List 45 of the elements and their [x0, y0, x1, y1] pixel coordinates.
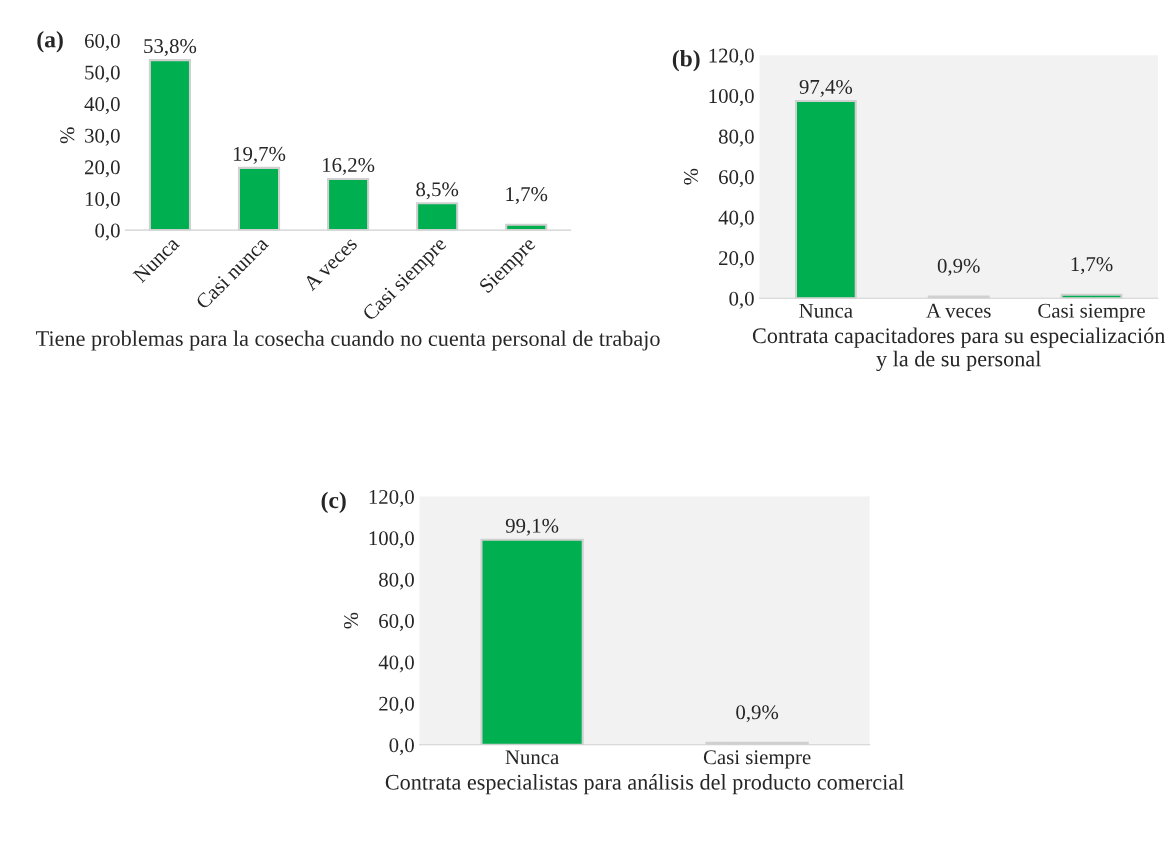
y-tick-label: 120,0: [709, 48, 754, 66]
y-axis-title: %: [683, 168, 698, 185]
y-tick-label: 30,0: [85, 128, 120, 146]
y-axis-title: %: [60, 127, 75, 144]
data-label: 0,9%: [736, 705, 779, 723]
y-tick-label: 60,0: [719, 170, 754, 188]
data-label: 53,8%: [144, 39, 197, 57]
chart-title: (c): [321, 491, 346, 514]
x-axis-title: Tiene problemas para la cosecha cuando no cuenta personal de trabajo: [36, 330, 660, 351]
y-tick-label: 20,0: [379, 696, 414, 714]
y-tick-label: 20,0: [719, 251, 754, 269]
y-tick-label: 120,0: [369, 489, 414, 507]
y-tick-label: 100,0: [709, 89, 754, 107]
x-axis-title: Contrata especialistas para análisis del producto comercial: [385, 774, 904, 795]
x-tick-label: A veces: [926, 303, 991, 318]
y-tick-label: 100,0: [369, 531, 414, 549]
x-tick-label: Nunca: [799, 303, 853, 318]
y-tick-label: 0,0: [729, 291, 754, 309]
y-tick-label: 40,0: [378, 655, 414, 673]
y-tick-label: 60,0: [379, 614, 414, 632]
y-tick-label: 0,0: [389, 738, 414, 756]
y-tick-label: 20,0: [85, 160, 120, 178]
data-label: 19,7%: [233, 146, 286, 164]
x-tick-label: Casi siempre: [1038, 303, 1145, 323]
data-label: 0,9%: [937, 258, 980, 276]
x-tick-label: Nunca: [505, 750, 559, 765]
y-tick-label: 80,0: [379, 572, 414, 590]
data-label: 1,7%: [1071, 257, 1113, 275]
data-label: 97,4%: [799, 79, 853, 97]
y-tick-label: 0,0: [95, 223, 120, 241]
chart-title: (a): [37, 30, 63, 53]
y-tick-label: 40,0: [718, 210, 754, 228]
data-label: 1,7%: [506, 187, 548, 205]
chart-title: (b): [672, 49, 700, 72]
y-tick-label: 40,0: [84, 97, 120, 115]
data-label: 8,5%: [416, 182, 459, 200]
y-tick-label: 80,0: [718, 129, 754, 147]
x-axis-title: Contrata capacitadores para su especialización y la de su personal: [752, 327, 1166, 372]
x-tick-label: Casi siempre: [703, 750, 811, 769]
data-label: 99,1%: [505, 518, 559, 536]
y-axis-title: %: [343, 612, 359, 629]
y-tick-label: 60,0: [84, 33, 120, 51]
data-label: 16,2%: [323, 157, 375, 175]
y-tick-label: 50,0: [85, 65, 120, 83]
y-tick-label: 10,0: [85, 191, 120, 209]
